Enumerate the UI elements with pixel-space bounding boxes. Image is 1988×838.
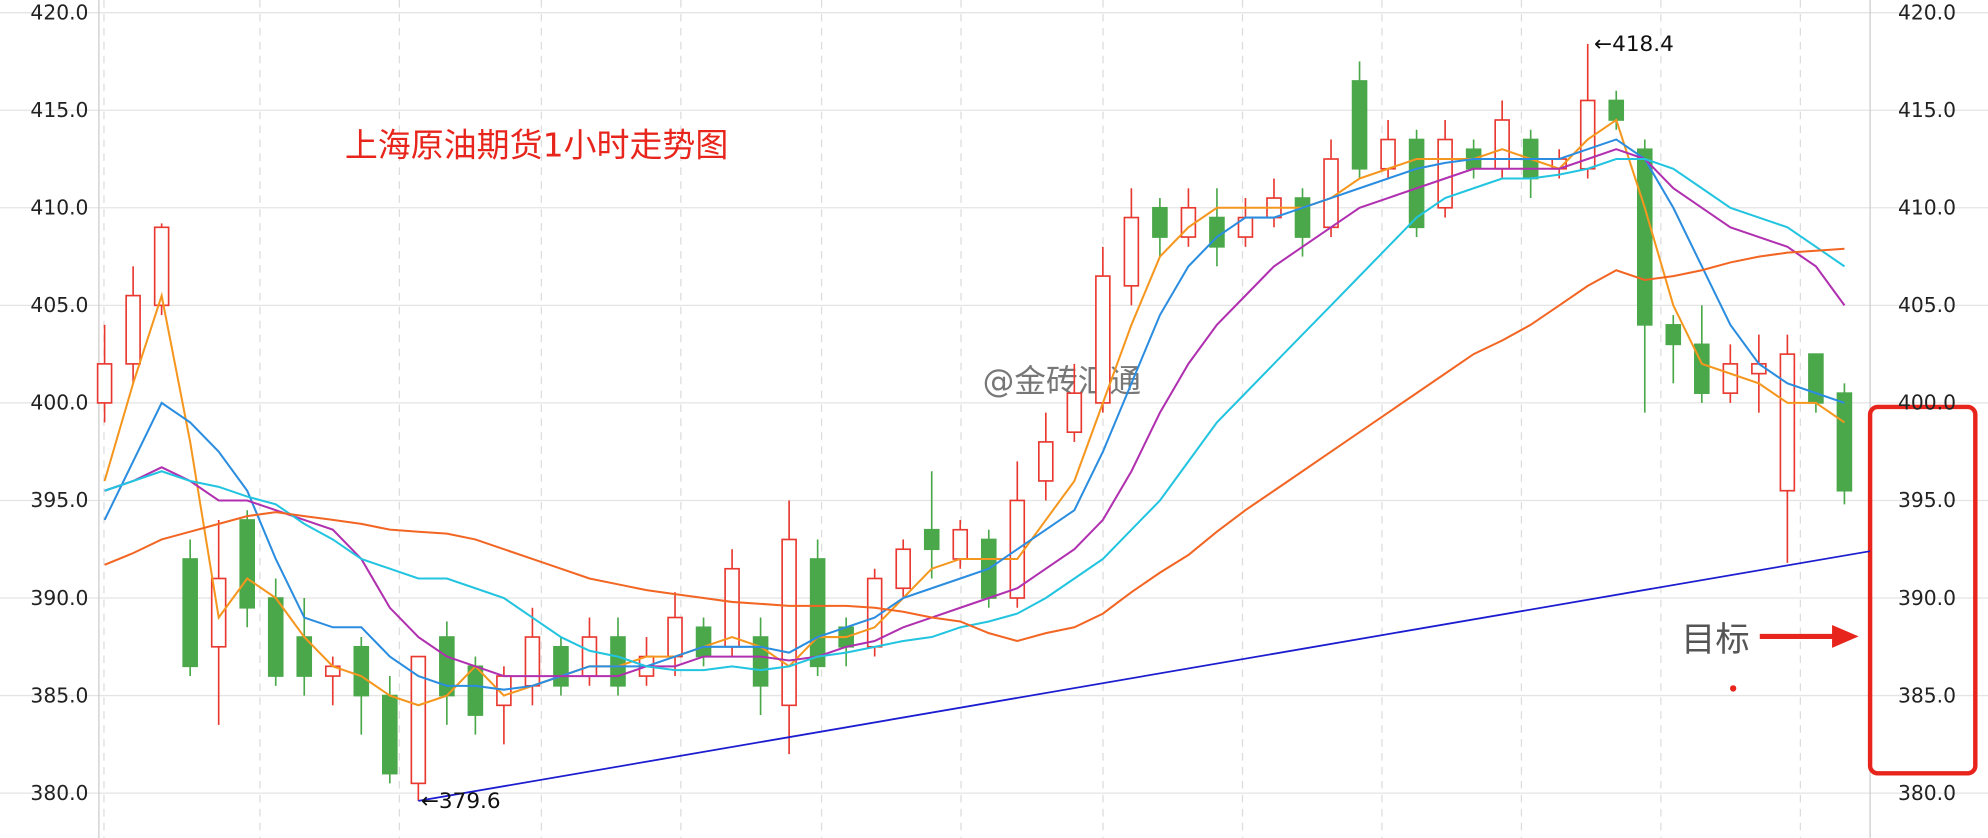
- watermark: @金砖汇通: [983, 364, 1141, 400]
- y2-tick-label: 420.0: [1898, 0, 1956, 24]
- y-tick-label: 415.0: [30, 98, 88, 122]
- candle-body: [923, 528, 940, 551]
- ma-line: [103, 138, 1845, 691]
- y-tick-label: 385.0: [30, 683, 88, 707]
- y2-tick-label: 380.0: [1898, 781, 1956, 805]
- candle-body: [1722, 363, 1739, 394]
- candle-body: [1294, 197, 1311, 238]
- candle-body: [1323, 158, 1339, 229]
- candle-body: [382, 694, 398, 775]
- y-tick-label: 405.0: [30, 293, 88, 317]
- candle-body: [1437, 138, 1453, 209]
- chart-title: 上海原油期货1小时走势图: [345, 126, 728, 165]
- candle-body: [239, 519, 256, 609]
- candle-body: [267, 597, 284, 677]
- ma-line: [104, 148, 1846, 678]
- ma-line: [103, 118, 1846, 707]
- ma-line: [104, 247, 1845, 643]
- candle-body: [1836, 392, 1853, 492]
- candle-body: [125, 294, 141, 365]
- candle-body: [1152, 206, 1168, 238]
- candle-body: [952, 528, 969, 560]
- candle-body: [153, 226, 170, 307]
- candle-body: [695, 626, 712, 658]
- y-tick-label: 420.0: [30, 0, 88, 24]
- y2-tick-label: 415.0: [1898, 98, 1956, 122]
- y2-tick-label: 405.0: [1898, 293, 1956, 317]
- y2-tick-label: 410.0: [1898, 196, 1956, 220]
- ma-line: [104, 157, 1846, 672]
- candle-body: [1066, 392, 1083, 433]
- y-tick-label: 390.0: [30, 586, 88, 610]
- candle-body: [1636, 148, 1653, 326]
- y2-tick-label: 390.0: [1898, 586, 1956, 610]
- candle-body: [96, 363, 113, 404]
- candle-body: [1665, 324, 1682, 346]
- target-label: 目标: [1681, 620, 1749, 660]
- candle-body: [1351, 80, 1368, 170]
- candle-body: [895, 548, 912, 590]
- candle-body: [1380, 138, 1396, 170]
- candle-body: [581, 636, 598, 677]
- y2-tick-label: 385.0: [1898, 683, 1956, 707]
- candle-body: [1779, 353, 1796, 492]
- candle-body: [1751, 363, 1767, 375]
- candle-body: [866, 577, 883, 648]
- candle-body: [553, 645, 569, 687]
- candle-body: [353, 645, 370, 697]
- candle-body: [1123, 216, 1140, 287]
- candle-body: [1038, 441, 1054, 482]
- candle-body: [467, 665, 484, 716]
- red-dot: [1729, 685, 1737, 692]
- candle-body: [667, 616, 683, 658]
- candle-body: [1608, 99, 1625, 121]
- target-box: [1867, 404, 1978, 776]
- y2-tick-label: 400.0: [1898, 391, 1956, 415]
- candle-body: [524, 636, 541, 687]
- candle-body: [1408, 138, 1425, 229]
- candle-body: [1494, 119, 1510, 170]
- low-label: ←379.6: [421, 789, 501, 814]
- candle-body: [182, 558, 198, 668]
- y-tick-label: 395.0: [30, 488, 88, 512]
- y-tick-label: 400.0: [30, 391, 88, 415]
- high-label: ←418.4: [1594, 32, 1674, 57]
- y-tick-label: 410.0: [30, 196, 88, 220]
- candle-body: [781, 538, 797, 707]
- target-arrow-head: [1832, 625, 1859, 648]
- candle-body: [410, 655, 427, 785]
- trend-line: [418, 550, 1871, 802]
- candle-body: [610, 636, 626, 687]
- y-tick-label: 380.0: [30, 781, 88, 805]
- vertical-grid: [103, 0, 1801, 838]
- y2-tick-label: 395.0: [1898, 488, 1956, 512]
- candle-body: [809, 558, 826, 668]
- candle-body: [1095, 275, 1111, 404]
- candle-body: [724, 567, 740, 648]
